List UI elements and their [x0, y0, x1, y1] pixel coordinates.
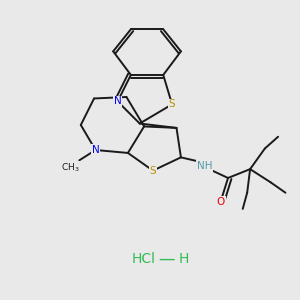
- Text: N: N: [92, 145, 99, 155]
- Text: H: H: [179, 252, 189, 266]
- Text: O: O: [217, 196, 225, 206]
- Text: S: S: [150, 166, 156, 176]
- Text: N: N: [114, 96, 122, 106]
- Text: —: —: [158, 250, 175, 268]
- Text: HCl: HCl: [132, 252, 156, 266]
- Text: NH: NH: [197, 161, 212, 171]
- Text: S: S: [169, 99, 175, 110]
- Text: CH$_3$: CH$_3$: [61, 161, 80, 174]
